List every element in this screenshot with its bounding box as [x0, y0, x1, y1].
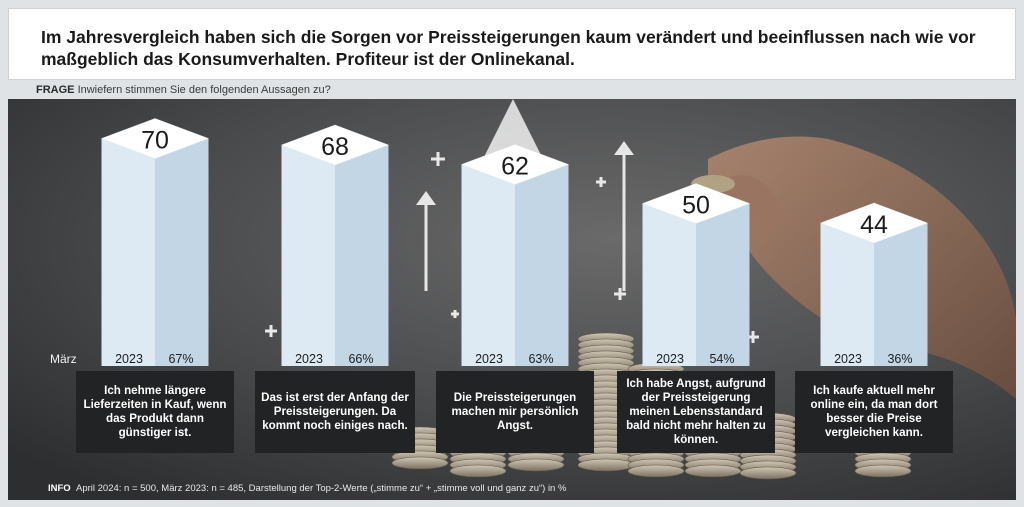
comparison-value-label: 63% [528, 352, 553, 366]
coin-icon [627, 464, 685, 478]
category-caption: Ich kaufe aktuell mehr online ein, da ma… [795, 371, 953, 453]
headline-box: Im Jahresvergleich haben sich die Sorgen… [8, 8, 1016, 80]
chart-panel: 70 2023 67% 68 2023 66% 62 2023 63% 50 2023 54% 44 20… [8, 99, 1016, 500]
bar-value-label: 68 [321, 133, 349, 161]
bar-value-label: 70 [141, 127, 169, 155]
question-text: Inwiefern stimmen Sie den folgenden Auss… [77, 84, 331, 96]
category-caption: Die Preissteigerungen machen mir persönl… [436, 371, 594, 453]
category-caption: Das ist erst der Anfang der Preissteiger… [255, 371, 415, 453]
coin-icon [854, 464, 912, 478]
plus-icon [618, 288, 622, 300]
bars-group: 70 2023 67% 68 2023 66% 62 2023 63% 50 2023 54% 44 20… [50, 118, 929, 366]
bar-top [819, 202, 929, 244]
comparison-year-label: 2023 [834, 352, 862, 366]
bar-front [820, 223, 874, 366]
plus-icon [599, 177, 603, 187]
arrow-shaft [622, 151, 626, 291]
arrow-up-icon [416, 191, 436, 205]
bar-top [641, 183, 751, 224]
bar-front [642, 203, 696, 366]
info-label: INFO [48, 483, 71, 494]
bar-side [874, 223, 928, 366]
coin-icon [684, 464, 742, 478]
bar-top [460, 144, 570, 185]
plus-icon [453, 310, 457, 318]
coin-icon [449, 464, 507, 478]
bar-value-label: 62 [501, 153, 529, 181]
coin-icon [391, 456, 449, 470]
arrow-shaft [424, 201, 428, 291]
comparison-year-label: 2023 [656, 352, 684, 366]
comparison-month-label: März [50, 352, 77, 366]
comparison-value-label: 36% [887, 352, 912, 366]
bar-front [461, 164, 515, 366]
comparison-value-label: 66% [348, 352, 373, 366]
question-label: FRAGE [36, 84, 75, 96]
comparison-value-label: 54% [709, 352, 734, 366]
comparison-year-label: 2023 [115, 352, 143, 366]
bar-front [281, 145, 335, 366]
info-line: INFO April 2024: n = 500, März 2023: n =… [48, 483, 566, 494]
bar-side [515, 164, 569, 366]
coin-icon [577, 458, 635, 472]
bar-value-label: 44 [860, 211, 888, 239]
headline-title: Im Jahresvergleich haben sich die Sorgen… [41, 27, 976, 69]
bar-front [101, 138, 155, 366]
coin-icon [507, 458, 565, 472]
bar-side [155, 138, 209, 366]
comparison-year-label: 2023 [295, 352, 323, 366]
category-caption: Ich habe Angst, aufgrund der Preissteige… [617, 371, 775, 453]
info-text: April 2024: n = 500, März 2023: n = 485,… [75, 483, 567, 494]
category-caption: Ich nehme längere Lieferzeiten in Kauf, … [76, 371, 234, 453]
plus-icon [269, 325, 273, 337]
bar-side [335, 145, 389, 366]
bar-side [696, 203, 750, 366]
bar-top [280, 124, 390, 166]
question-line: FRAGE Inwiefern stimmen Sie den folgende… [36, 84, 331, 96]
coin-icon [739, 466, 797, 480]
plus-icon [751, 331, 755, 343]
comparison-year-label: 2023 [475, 352, 503, 366]
comparison-value-label: 67% [168, 352, 193, 366]
bar-top [100, 118, 210, 159]
arrow-up-icon [614, 141, 634, 155]
bar-value-label: 50 [682, 192, 710, 220]
plus-icon [436, 152, 440, 166]
